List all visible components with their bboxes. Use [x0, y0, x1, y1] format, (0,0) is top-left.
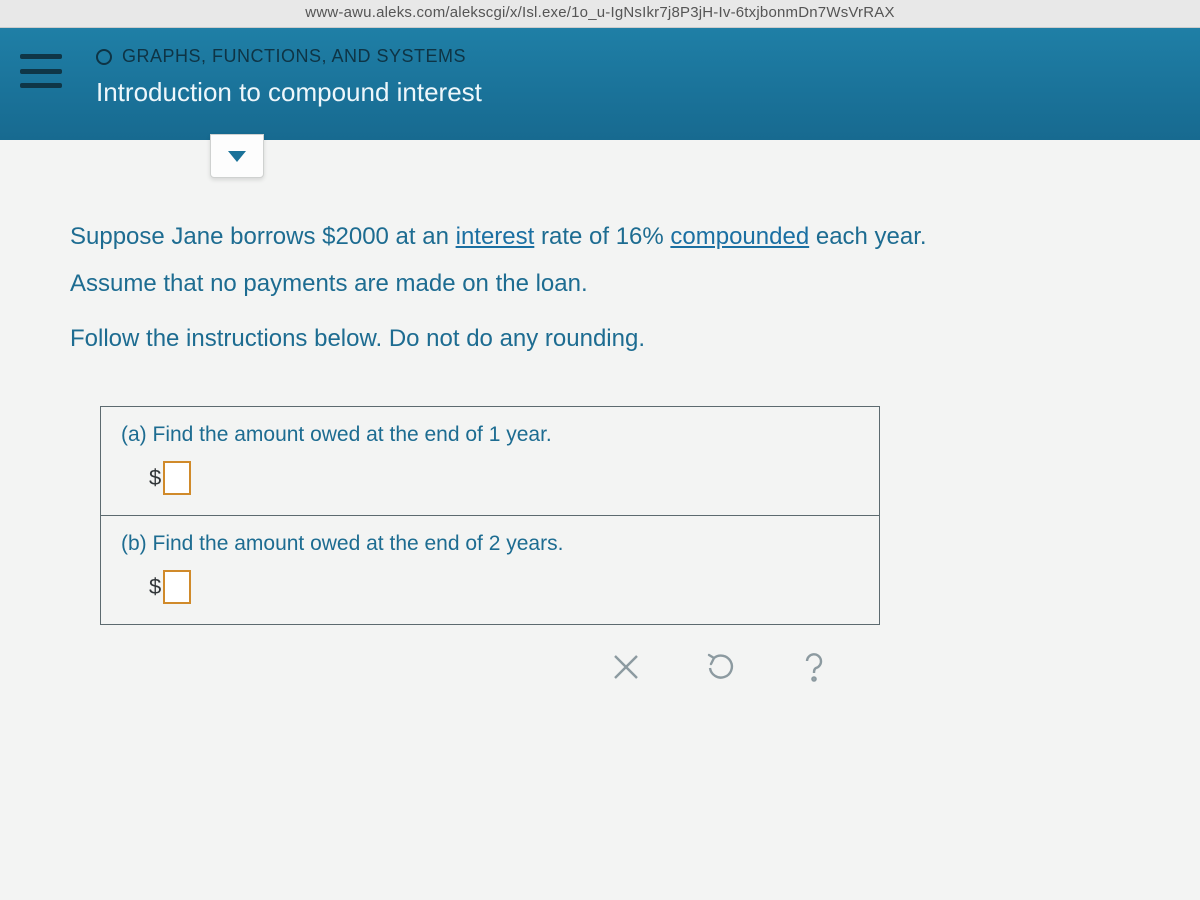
breadcrumb-label: GRAPHS, FUNCTIONS, AND SYSTEMS: [122, 46, 466, 67]
header-text: GRAPHS, FUNCTIONS, AND SYSTEMS Introduct…: [96, 46, 1180, 108]
breadcrumb: GRAPHS, FUNCTIONS, AND SYSTEMS: [96, 46, 1180, 67]
problem-line2: Assume that no payments are made on the …: [70, 265, 1140, 302]
action-row: [100, 643, 880, 691]
question-b: (b) Find the amount owed at the end of 2…: [101, 515, 879, 624]
answer-input-a[interactable]: [163, 461, 191, 495]
problem-line1-post: each year.: [809, 223, 926, 250]
problem-line1-mid: rate of 16%: [534, 223, 670, 250]
help-button[interactable]: [788, 643, 840, 691]
lesson-header: GRAPHS, FUNCTIONS, AND SYSTEMS Introduct…: [0, 28, 1200, 140]
question-box: (a) Find the amount owed at the end of 1…: [100, 406, 880, 625]
menu-icon[interactable]: [20, 54, 62, 88]
problem-line1-pre: Suppose Jane borrows $2000 at an: [70, 223, 456, 250]
content-panel: Suppose Jane borrows $2000 at an interes…: [0, 140, 1200, 900]
redo-button[interactable]: [694, 643, 746, 691]
question-a: (a) Find the amount owed at the end of 1…: [101, 407, 879, 515]
term-interest[interactable]: interest: [456, 223, 535, 250]
x-icon: [609, 650, 643, 684]
page-title: Introduction to compound interest: [96, 77, 1180, 108]
currency-symbol-a: $: [149, 465, 161, 491]
answer-input-b[interactable]: [163, 570, 191, 604]
circle-icon: [96, 49, 112, 65]
problem-line3: Follow the instructions below. Do not do…: [70, 320, 1140, 357]
url-bar: www-awu.aleks.com/alekscgi/x/Isl.exe/1o_…: [0, 0, 1200, 28]
currency-symbol-b: $: [149, 574, 161, 600]
clear-button[interactable]: [600, 643, 652, 691]
redo-icon: [703, 650, 737, 684]
chevron-down-icon: [228, 151, 246, 162]
question-b-label: (b) Find the amount owed at the end of 2…: [121, 532, 859, 556]
expand-toggle[interactable]: [210, 134, 264, 178]
term-compounded[interactable]: compounded: [670, 223, 809, 250]
question-a-label: (a) Find the amount owed at the end of 1…: [121, 423, 859, 447]
problem-statement: Suppose Jane borrows $2000 at an interes…: [0, 140, 1200, 358]
help-icon: [797, 650, 831, 684]
